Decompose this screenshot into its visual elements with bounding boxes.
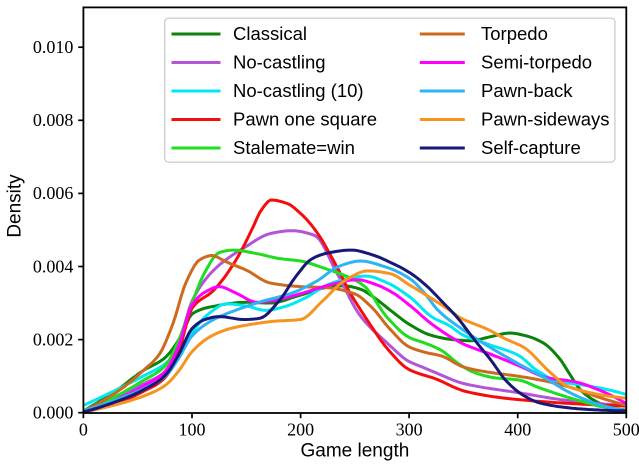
svg-text:200: 200: [287, 420, 314, 440]
svg-text:300: 300: [396, 420, 423, 440]
svg-text:500: 500: [613, 420, 639, 440]
svg-text:Stalemate=win: Stalemate=win: [233, 137, 355, 158]
svg-text:100: 100: [179, 420, 206, 440]
svg-text:0: 0: [79, 420, 88, 440]
svg-text:0.010: 0.010: [33, 37, 74, 57]
svg-text:400: 400: [504, 420, 531, 440]
svg-text:Classical: Classical: [233, 23, 307, 44]
svg-text:Self-capture: Self-capture: [481, 137, 581, 158]
svg-text:No-castling (10): No-castling (10): [233, 80, 364, 101]
svg-text:No-castling: No-castling: [233, 52, 326, 73]
svg-text:0.000: 0.000: [33, 403, 74, 423]
svg-text:Torpedo: Torpedo: [481, 23, 548, 44]
svg-text:Pawn-back: Pawn-back: [481, 80, 573, 101]
svg-text:Game length: Game length: [301, 441, 410, 462]
svg-text:Density: Density: [5, 174, 26, 238]
svg-text:0.002: 0.002: [33, 329, 74, 349]
svg-text:Pawn-sideways: Pawn-sideways: [481, 109, 610, 130]
svg-text:Pawn one square: Pawn one square: [233, 109, 377, 130]
svg-text:0.006: 0.006: [33, 183, 74, 203]
svg-text:0.004: 0.004: [33, 256, 74, 276]
svg-text:0.008: 0.008: [33, 110, 74, 130]
svg-text:Semi-torpedo: Semi-torpedo: [481, 52, 592, 73]
